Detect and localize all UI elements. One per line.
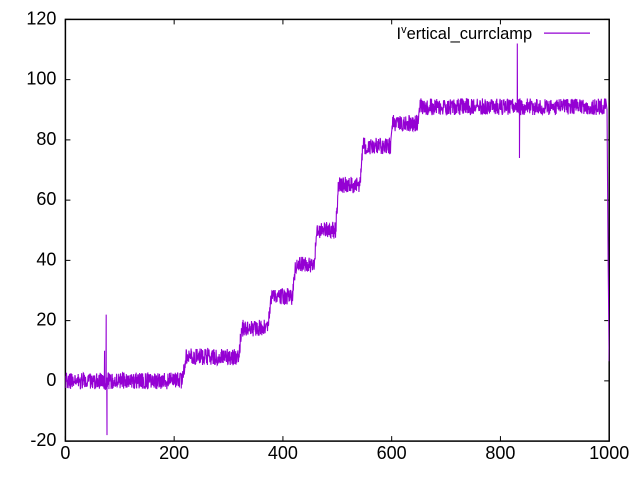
svg-text:0: 0 bbox=[46, 370, 56, 390]
svg-text:80: 80 bbox=[36, 129, 56, 149]
svg-text:20: 20 bbox=[36, 310, 56, 330]
svg-text:-20: -20 bbox=[30, 430, 56, 450]
svg-text:Ivertical_currclamp: Ivertical_currclamp bbox=[397, 24, 533, 43]
svg-text:1000: 1000 bbox=[589, 443, 629, 463]
svg-text:200: 200 bbox=[159, 443, 189, 463]
svg-text:800: 800 bbox=[485, 443, 515, 463]
svg-text:40: 40 bbox=[36, 249, 56, 269]
svg-text:600: 600 bbox=[377, 443, 407, 463]
svg-text:400: 400 bbox=[268, 443, 298, 463]
svg-text:120: 120 bbox=[26, 8, 56, 28]
svg-text:60: 60 bbox=[36, 189, 56, 209]
svg-text:0: 0 bbox=[60, 443, 70, 463]
svg-text:100: 100 bbox=[26, 69, 56, 89]
